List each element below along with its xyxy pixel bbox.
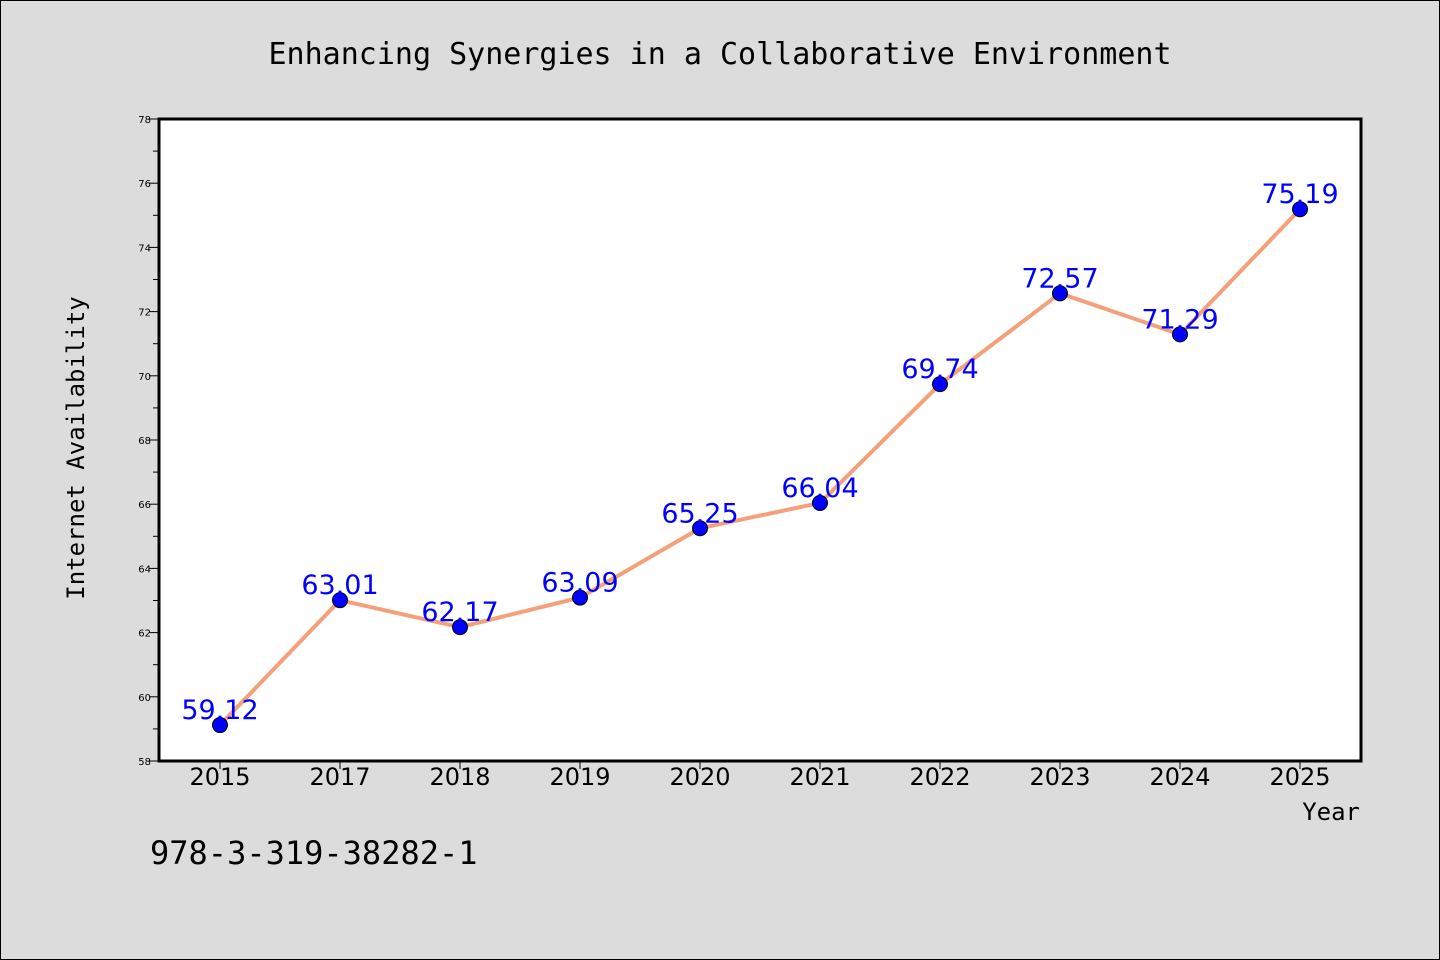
x-tick-label: 2018 [429, 763, 490, 791]
data-point [1052, 285, 1068, 302]
chart-title: Enhancing Synergies in a Collaborative E… [268, 37, 1171, 72]
y-axis-label: Internet Availability [62, 296, 90, 599]
y-tick-label: 74 [138, 243, 151, 254]
x-axis-ticks: 2015 2017 2018 2019 2020 2021 2022 2023 2024 2025 [189, 761, 1331, 791]
y-tick-label: 78 [138, 115, 151, 126]
x-tick-label: 2020 [669, 763, 730, 791]
x-tick-label: 2019 [549, 763, 610, 791]
plot-area [157, 117, 1363, 763]
data-label: 62.17 [421, 597, 498, 628]
data-label: 63.09 [541, 568, 618, 599]
x-tick-label: 2022 [909, 763, 970, 791]
y-axis-ticks: 58 60 62 64 66 68 70 72 74 76 78 [138, 115, 159, 768]
y-tick-label: 60 [138, 693, 151, 704]
data-label: 63.01 [301, 570, 378, 601]
y-tick-label: 70 [138, 372, 151, 383]
x-tick-label: 2017 [309, 763, 370, 791]
data-point [1172, 326, 1188, 343]
y-tick-label: 68 [138, 436, 151, 447]
y-tick-label: 72 [138, 308, 151, 319]
series-line [218, 207, 1302, 728]
data-point [332, 592, 348, 609]
data-point [452, 619, 468, 636]
data-point [212, 717, 228, 734]
data-label: 69.74 [901, 354, 978, 385]
data-point [572, 589, 588, 606]
x-tick-label: 2015 [189, 763, 250, 791]
x-tick-label: 2021 [789, 763, 850, 791]
x-tick-label: 2023 [1029, 763, 1090, 791]
data-point [1292, 201, 1308, 218]
isbn-caption: 978-3-319-38282-1 [150, 834, 478, 872]
data-label: 65.25 [661, 498, 738, 529]
data-label: 59.12 [181, 695, 258, 726]
y-tick-label: 58 [138, 757, 151, 768]
data-label: 72.57 [1021, 263, 1098, 294]
data-label: 66.04 [781, 473, 858, 504]
x-tick-label: 2025 [1269, 763, 1330, 791]
x-tick-label: 2024 [1149, 763, 1210, 791]
data-label: 75.19 [1261, 179, 1338, 210]
data-label: 71.29 [1141, 304, 1218, 335]
y-tick-label: 62 [138, 629, 151, 640]
series-layer: 59.12 63.01 62.17 63.09 65.25 66.04 69.74 72.57… [181, 179, 1339, 734]
x-axis-label: Year [1302, 798, 1360, 826]
data-point [692, 520, 708, 537]
y-tick-label: 76 [138, 179, 151, 190]
data-point [932, 376, 948, 393]
data-point [812, 494, 828, 511]
y-tick-label: 66 [138, 500, 151, 511]
y-tick-label: 64 [138, 564, 151, 575]
